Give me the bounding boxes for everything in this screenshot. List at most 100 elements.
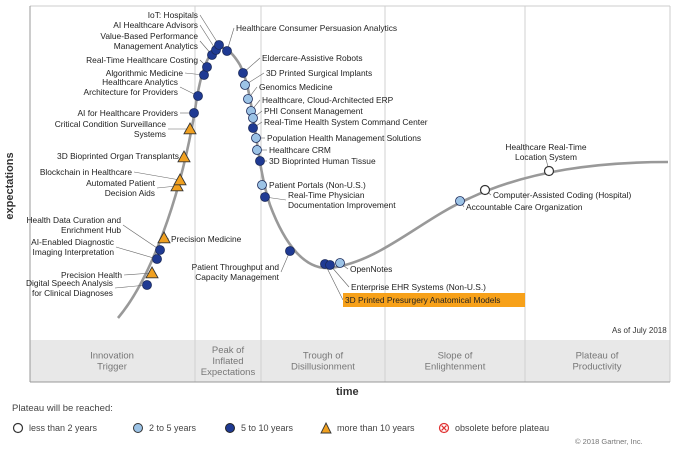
phase-label: Peak of <box>212 345 245 356</box>
technology-label: Healthcare Consumer Persuasion Analytics <box>236 23 397 33</box>
marker-circle-5to10 <box>255 156 265 166</box>
technology-label: Decision Aids <box>105 188 155 198</box>
marker-triangle-more-than-10 <box>170 179 184 192</box>
legend-item-lt2: less than 2 years <box>12 422 97 434</box>
marker-circle-2to5 <box>252 145 262 155</box>
technology-label: Health Data Curation and <box>26 215 121 225</box>
y-axis-title: expectations <box>4 152 16 220</box>
legend-item-gt10: more than 10 years <box>320 422 415 434</box>
marker-circle-5to10 <box>189 108 199 118</box>
technology-label: Architecture for Providers <box>84 87 179 97</box>
technology-label: Real-Time Healthcare Costing <box>86 55 198 65</box>
marker-triangle-more-than-10 <box>177 150 191 163</box>
legend-title: Plateau will be reached: <box>12 403 113 414</box>
marker-circle-5to10 <box>248 123 258 133</box>
light-blue-circle-icon <box>133 423 143 433</box>
phase-label: Disillusionment <box>291 362 355 373</box>
technology-label: Real-Time Physician <box>288 190 365 200</box>
technology-label: Algorithmic Medicine <box>106 68 184 78</box>
marker-circle-5to10 <box>152 254 162 264</box>
obsolete-x-circle-icon <box>438 422 450 434</box>
leader-line <box>114 284 148 289</box>
copyright-notice: © 2018 Gartner, Inc. <box>575 437 643 446</box>
technology-label: Value-Based Performance <box>100 31 198 41</box>
leader-line <box>115 246 158 260</box>
technology-label: Patient Throughput and <box>192 262 280 272</box>
marker-circle-2to5 <box>251 133 261 143</box>
technology-label: Location System <box>515 152 577 162</box>
phase-label: Trigger <box>97 362 127 373</box>
technology-label: Automated Patient <box>86 178 156 188</box>
technology-label: AI Healthcare Advisors <box>113 20 198 30</box>
legend-label: 2 to 5 years <box>149 423 197 433</box>
phase-band <box>30 340 670 382</box>
marker-triangle-more-than-10 <box>173 173 187 186</box>
marker-circle-5to10 <box>285 246 295 256</box>
legend-label: more than 10 years <box>337 423 415 433</box>
legend-label: less than 2 years <box>29 423 98 433</box>
marker-circle-2to5 <box>240 80 250 90</box>
orange-triangle-icon <box>320 422 332 434</box>
technology-label: Documentation Improvement <box>288 200 396 210</box>
technology-label: AI-Enabled Diagnostic <box>31 237 114 247</box>
technology-label: Management Analytics <box>114 41 198 51</box>
marker-circle-5to10 <box>155 245 165 255</box>
x-axis-title: time <box>336 386 359 398</box>
marker-circle-5to10 <box>260 192 270 202</box>
technology-label: Imaging Interpretation <box>33 247 115 257</box>
technology-label: Critical Condition Surveillance <box>55 119 167 129</box>
technology-label: Real-Time Health System Command Center <box>264 117 428 127</box>
phase-label: Enlightenment <box>425 362 486 373</box>
technology-label: Precision Medicine <box>171 234 242 244</box>
technology-label: for Clinical Diagnoses <box>32 288 113 298</box>
leader-line <box>123 272 153 276</box>
as-of-date: As of July 2018 <box>612 326 667 335</box>
phase-label: Plateau of <box>576 351 619 362</box>
marker-circle-5to10 <box>202 62 212 72</box>
marker-circle-5to10 <box>238 68 248 78</box>
marker-circle-5to10 <box>142 280 152 290</box>
legend-item-5to10: 5 to 10 years <box>224 422 293 434</box>
leader-line <box>324 263 344 301</box>
technology-label: Healthcare Real-Time <box>505 142 586 152</box>
phase-label: Inflated <box>212 356 243 367</box>
legend-item-2to5: 2 to 5 years <box>132 422 196 434</box>
dark-blue-circle-icon <box>225 423 235 433</box>
phase-label: Trough of <box>303 351 344 362</box>
technology-label: IoT: Hospitals <box>148 10 198 20</box>
marker-circle-2to5 <box>455 196 465 206</box>
phase-label: Innovation <box>90 351 134 362</box>
marker-triangle-more-than-10 <box>183 122 197 135</box>
technology-label: Blockchain in Healthcare <box>40 167 133 177</box>
marker-circle-2to5 <box>248 113 258 123</box>
technology-label: 3D Bioprinted Human Tissue <box>269 156 376 166</box>
technology-label: OpenNotes <box>350 264 392 274</box>
technology-label: 3D Printed Surgical Implants <box>266 68 372 78</box>
marker-circle-2to5 <box>335 258 345 268</box>
technology-label: Enrichment Hub <box>61 225 121 235</box>
marker-circle-lt2 <box>479 184 491 196</box>
leader-line <box>199 24 217 51</box>
technology-label: Digital Speech Analysis <box>26 278 113 288</box>
marker-circle-5to10 <box>193 91 203 101</box>
technology-label: Healthcare CRM <box>269 145 331 155</box>
legend: less than 2 years 2 to 5 years 5 to 10 y… <box>12 422 612 438</box>
technology-label: Systems <box>134 129 166 139</box>
highlight-box <box>343 293 525 307</box>
legend-item-obsolete: obsolete before plateau <box>438 422 549 434</box>
technology-label: AI for Healthcare Providers <box>77 108 178 118</box>
technology-label: Patient Portals (Non-U.S.) <box>269 180 366 190</box>
technology-label: 3D Printed Presurgery Anatomical Models <box>345 295 500 305</box>
marker-circle-5to10 <box>222 46 232 56</box>
white-circle-icon <box>12 422 24 434</box>
marker-circle-5to10 <box>214 40 224 50</box>
technology-label: Precision Health <box>61 270 122 280</box>
legend-label: obsolete before plateau <box>455 423 550 433</box>
technology-label: Healthcare Analytics <box>102 77 178 87</box>
leader-line <box>122 224 161 251</box>
marker-circle-2to5 <box>257 180 267 190</box>
technology-label: Genomics Medicine <box>259 82 333 92</box>
marker-circle-2to5 <box>243 94 253 104</box>
phase-label: Slope of <box>438 351 473 362</box>
marker-triangle-more-than-10 <box>145 266 159 279</box>
